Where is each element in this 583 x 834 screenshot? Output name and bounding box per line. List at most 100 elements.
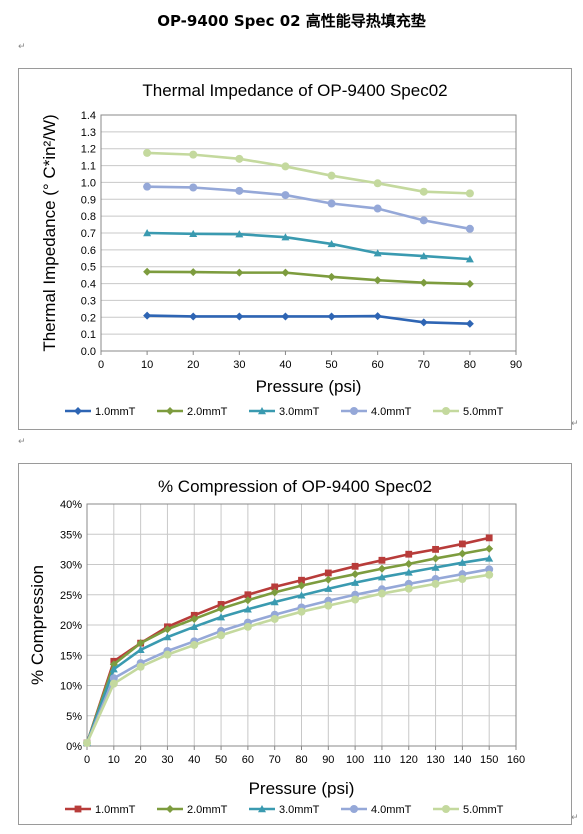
data-point <box>324 584 333 592</box>
data-point <box>324 575 333 584</box>
legend-item: 4.0mmT <box>341 406 412 418</box>
x-tick-label: 30 <box>161 754 173 766</box>
x-tick-label: 80 <box>295 754 307 766</box>
legend-label: 3.0mmT <box>279 804 320 816</box>
x-tick-label: 50 <box>215 754 227 766</box>
data-point <box>485 534 493 542</box>
data-point <box>235 268 244 277</box>
data-point <box>189 268 198 277</box>
x-tick-label: 20 <box>135 754 147 766</box>
y-tick-label: 1.4 <box>81 110 96 122</box>
data-point <box>419 216 428 225</box>
y-tick-label: 0.0 <box>81 346 96 358</box>
data-point <box>485 554 494 562</box>
data-point <box>405 550 413 558</box>
series-line <box>147 314 470 325</box>
x-tick-label: 140 <box>453 754 471 766</box>
y-tick-label: 0.8 <box>81 211 96 223</box>
data-point <box>235 154 244 163</box>
series-4.0mmT <box>143 182 474 233</box>
data-point <box>431 554 440 563</box>
legend-label: 1.0mmT <box>95 804 136 816</box>
paragraph-mark: ↵ <box>18 42 26 52</box>
data-point <box>327 312 336 321</box>
y-tick-label: 20% <box>60 620 82 632</box>
data-point <box>377 589 386 598</box>
data-point <box>74 805 82 813</box>
data-point <box>297 591 306 599</box>
data-point <box>189 312 198 321</box>
x-tick-label: 50 <box>325 359 337 371</box>
data-point <box>258 407 266 415</box>
series-line <box>147 270 470 286</box>
data-point <box>109 660 118 669</box>
x-tick-label: 130 <box>426 754 444 766</box>
data-point <box>235 312 244 321</box>
data-point <box>189 183 198 192</box>
data-point <box>281 191 290 200</box>
series-line <box>85 573 490 744</box>
series-4.0mmT <box>83 565 494 747</box>
data-point <box>324 569 332 577</box>
data-point <box>298 576 305 584</box>
y-tick-label: 0.9 <box>81 194 96 206</box>
data-point <box>458 575 467 584</box>
x-tick-label: 60 <box>242 754 254 766</box>
data-point <box>281 233 290 241</box>
data-point <box>189 150 198 159</box>
data-point <box>465 279 474 288</box>
data-point <box>243 622 252 631</box>
series-5.0mmT <box>143 148 474 198</box>
data-point <box>404 568 413 576</box>
thermal-impedance-chart-frame: Thermal Impedance of OP-9400 Spec02 0.0 0.… <box>18 68 572 430</box>
data-point <box>143 182 152 191</box>
data-point <box>297 607 306 616</box>
series-line <box>85 557 490 744</box>
compression-chart: % Compression of OP-9400 Spec02 0% 5% 10% 15… <box>28 477 525 816</box>
data-point <box>143 267 152 276</box>
x-tick-label: 90 <box>510 359 522 371</box>
data-point <box>373 204 382 213</box>
data-point <box>136 662 145 671</box>
data-point <box>258 805 266 813</box>
series-line <box>85 568 490 744</box>
data-point <box>465 189 474 198</box>
data-point <box>373 276 382 285</box>
x-tick-label: 100 <box>346 754 364 766</box>
data-point <box>235 186 244 195</box>
y-tick-label: 0.3 <box>81 295 96 307</box>
document-title: OP-9400 Spec 02 高性能导热填充垫 <box>157 12 426 30</box>
y-axis-label: Thermal Impedance (° C*in²/W) <box>40 114 59 351</box>
paragraph-mark: ↵ <box>571 813 579 823</box>
data-point <box>327 199 336 208</box>
series-5.0mmT <box>83 570 494 747</box>
series-line <box>147 231 470 261</box>
x-tick-label: 0 <box>98 359 104 371</box>
chart-title: % Compression of OP-9400 Spec02 <box>158 477 432 496</box>
data-point <box>297 581 306 590</box>
data-point <box>143 148 152 157</box>
series-3.0mmT <box>143 229 474 263</box>
plot-area <box>100 114 517 352</box>
x-tick-label: 0 <box>84 754 90 766</box>
data-point <box>270 598 279 606</box>
series-1.0mmT <box>143 311 474 328</box>
y-tick-label: 0.1 <box>81 329 96 341</box>
data-point <box>458 540 466 548</box>
data-point <box>136 645 145 654</box>
legend-label: 2.0mmT <box>187 804 228 816</box>
compression-chart-frame: % Compression of OP-9400 Spec02 0% 5% 10% 15… <box>18 463 572 825</box>
y-tick-label: 40% <box>60 499 82 511</box>
data-point <box>270 588 279 597</box>
legend-item: 5.0mmT <box>433 406 504 418</box>
paragraph-mark: ↵ <box>18 437 26 447</box>
x-tick-label: 150 <box>480 754 498 766</box>
data-point <box>270 614 279 623</box>
data-point <box>74 407 82 415</box>
legend-label: 2.0mmT <box>187 406 228 418</box>
y-tick-label: 30% <box>60 560 82 572</box>
legend-label: 1.0mmT <box>95 406 136 418</box>
data-point <box>271 583 279 591</box>
y-tick-label: 0.4 <box>81 279 96 291</box>
x-tick-label: 110 <box>373 754 391 766</box>
